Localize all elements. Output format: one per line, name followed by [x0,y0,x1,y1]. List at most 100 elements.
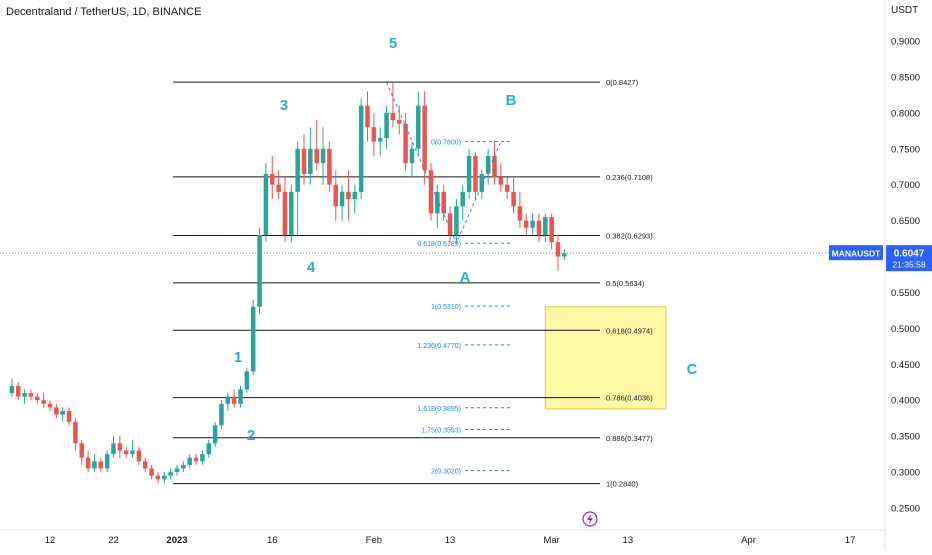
candle-body [130,450,135,455]
y-tick-label: 0.4500 [891,360,920,371]
candle-body [212,425,218,444]
candle-body [397,120,402,124]
candle-body [346,191,351,200]
fib-level-label: 0.5(0.5634) [606,279,645,288]
candle-body [92,461,97,469]
candle-body [238,389,243,404]
candle-body [193,457,199,462]
fib-extension-label: 0(0.7600) [431,140,461,147]
candle-body [511,191,516,207]
candle-body [308,148,313,174]
x-tick-label: Mar [543,535,559,546]
candle-body [409,148,415,164]
candle-body [206,443,211,455]
fib-extension-label: 1.618(0.3895) [417,406,461,413]
symbol-tag-label: MANAUSDT [832,249,881,259]
candle-body [435,191,440,214]
candle-body [16,385,21,397]
candle-body [250,306,256,372]
x-tick-label: Apr [741,535,756,546]
candle-body [104,454,110,469]
candle-body [428,170,434,214]
y-tick-label: 0.6500 [891,216,920,227]
candle-body [244,371,250,390]
x-tick-label: 13 [623,535,634,546]
wave-label-5: 5 [389,35,397,52]
candle-body [79,443,84,458]
candle-body [339,191,345,207]
fib-extension-label: 1.75(0.3593) [421,427,461,434]
candle-body [422,105,427,171]
candle-body [371,127,377,142]
candle-body [390,112,396,121]
fib-extension-label: 1.236(0.4770) [417,343,461,350]
candle-body [270,173,275,185]
candle-body [365,105,370,128]
candle-body [352,191,358,200]
y-tick-label: 0.2500 [891,504,920,515]
y-tick-label: 0.7500 [891,144,920,155]
axis-unit-label: USDT [891,5,919,16]
y-tick-label: 0.8500 [891,72,920,83]
candle-body [473,155,478,192]
candle-body [555,242,561,257]
candle-body [143,461,148,469]
candle-body [136,450,142,462]
fib-level-label: 0(0.8427) [606,78,639,87]
price-tag-countdown: 21:35:58 [892,260,925,270]
x-tick-label: 2023 [166,535,187,546]
fib-extension-label: 1(0.5310) [431,304,461,311]
candle-body [384,112,389,138]
wave-label-1: 1 [234,349,242,366]
candle-body [549,217,554,243]
target-zone [544,306,667,410]
fib-level-label: 0.236(0.7108) [606,173,653,182]
candle-body [22,393,27,397]
candle-body [358,105,364,192]
candle-body [377,137,383,142]
wave-label-c: C [687,361,698,378]
candle-body [117,443,123,451]
fib-level-label: 0.886(0.3477) [606,434,653,443]
candle-body [174,468,180,473]
candle-body [225,396,231,404]
candle-body [187,457,192,465]
candle-body [289,191,294,235]
y-tick-label: 0.7000 [891,180,920,191]
candle-body [111,443,116,455]
candle-body [320,148,326,164]
candle-body [257,234,262,307]
candle-body [466,155,472,192]
fib-level-label: 0.786(0.4036) [606,394,653,403]
lightning-glyph [587,514,593,524]
x-tick-label: 22 [108,535,119,546]
candle-body [162,475,167,480]
wave-label-b: B [506,92,517,109]
candle-body [314,148,319,164]
price-tag-value: 0.6047 [894,249,925,260]
x-tick-label: 13 [445,535,456,546]
y-tick-label: 0.3000 [891,468,920,479]
candle-body [295,148,300,192]
symbol-tag [829,245,883,261]
fib-level-label: 1(0.2840) [606,480,639,489]
fib-extension-label: 2(0.3020) [431,469,461,476]
fib-level-label: 0.382(0.6293) [606,231,653,240]
candle-body [200,454,205,462]
candle-body [35,396,40,401]
wave-label-4: 4 [307,259,316,276]
candle-body [517,206,523,221]
candle-body [181,464,186,469]
candle-body [485,155,491,174]
candle-body [327,148,332,185]
candle-body [416,105,421,149]
x-tick-label: 12 [45,535,56,546]
candle-body [333,184,338,207]
candle-body [85,457,91,469]
price-tag [886,245,932,272]
candle-body [504,184,510,192]
candle-body [123,450,129,455]
candle-body [460,191,465,207]
